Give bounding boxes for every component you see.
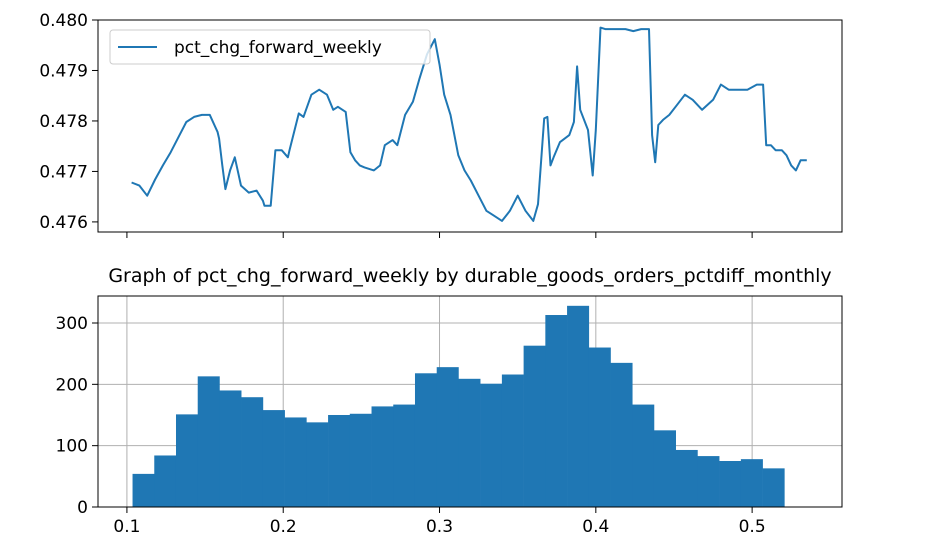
line-chart-ytick-label: 0.480 [39, 11, 88, 31]
line-series [131, 26, 807, 222]
line-chart-ytick-label: 0.476 [39, 213, 88, 233]
line-chart-ytick-label: 0.478 [39, 112, 88, 132]
histogram-bars [132, 305, 785, 507]
legend-box [109, 29, 431, 65]
histogram-bar [567, 305, 590, 507]
histogram-xtick-label: 0.4 [582, 517, 609, 537]
line-chart: 0.476 0.477 0.478 0.479 0.480 pct_chg_forwar… [39, 11, 843, 238]
histogram-bar [436, 367, 459, 507]
histogram-bar [588, 347, 611, 507]
histogram-ytick-label: 300 [56, 314, 88, 334]
histogram-bar [393, 404, 416, 507]
histogram-bar [371, 406, 394, 507]
histogram-frame [97, 295, 843, 508]
histogram-bar [132, 473, 155, 507]
histogram-bar [306, 422, 329, 507]
legend: pct_chg_forward_weekly [109, 29, 431, 65]
histogram-bar [632, 404, 655, 507]
histogram-bar [719, 460, 742, 507]
histogram-bar [349, 413, 372, 507]
line-chart-x-axis [126, 232, 753, 238]
histogram-bar [175, 414, 199, 507]
histogram-chart: Graph of pct_chg_forward_weekly by durab… [56, 265, 843, 537]
line-chart-y-axis: 0.476 0.477 0.478 0.479 0.480 [39, 11, 98, 233]
histogram-bar [219, 390, 242, 507]
histogram-xtick-label: 0.1 [113, 517, 140, 537]
histogram-bar [653, 430, 676, 507]
histogram-bar [675, 449, 698, 507]
legend-label: pct_chg_forward_weekly [174, 38, 382, 58]
line-chart-ytick-label: 0.477 [39, 162, 88, 182]
histogram-ytick-label: 100 [56, 437, 88, 457]
histogram-bar [328, 414, 351, 507]
histogram-xtick-label: 0.2 [270, 517, 297, 537]
histogram-bar [740, 459, 763, 507]
histogram-bar [262, 410, 285, 507]
histogram-bar [480, 383, 503, 507]
histogram-ytick-label: 200 [56, 375, 88, 395]
histogram-bar [697, 456, 720, 507]
histogram-bar [414, 373, 438, 507]
line-chart-frame [97, 19, 843, 233]
histogram-bar [762, 468, 785, 507]
histogram-bar [154, 455, 177, 507]
histogram-xtick-label: 0.5 [739, 517, 766, 537]
histogram-x-axis: 0.1 0.2 0.3 0.4 0.5 [113, 507, 766, 537]
histogram-bar [523, 345, 546, 507]
histogram-bar [501, 374, 524, 507]
histogram-bar [610, 362, 633, 507]
histogram-title: Graph of pct_chg_forward_weekly by durab… [108, 265, 831, 287]
histogram-bar [197, 376, 220, 507]
histogram-bar [458, 378, 481, 507]
histogram-xtick-label: 0.3 [426, 517, 453, 537]
histogram-bar [284, 417, 307, 507]
histogram-bar [241, 397, 264, 507]
line-chart-ytick-label: 0.479 [39, 61, 88, 81]
histogram-bar [545, 315, 568, 507]
histogram-ytick-label: 0 [77, 498, 88, 518]
histogram-y-axis: 0 100 200 300 [56, 314, 98, 518]
